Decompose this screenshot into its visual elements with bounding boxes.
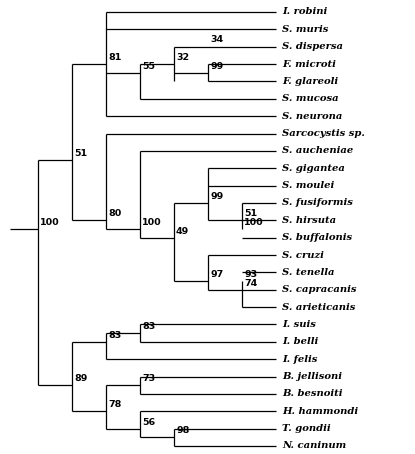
Text: N. caninum: N. caninum xyxy=(282,441,346,450)
Text: 51: 51 xyxy=(244,209,257,218)
Text: 93: 93 xyxy=(244,270,257,279)
Text: F. glareoli: F. glareoli xyxy=(282,77,338,86)
Text: 81: 81 xyxy=(108,53,121,62)
Text: 83: 83 xyxy=(142,322,155,331)
Text: S. moulei: S. moulei xyxy=(282,181,334,190)
Text: 89: 89 xyxy=(74,374,88,383)
Text: 100: 100 xyxy=(244,218,264,227)
Text: 56: 56 xyxy=(142,418,155,427)
Text: S. dispersa: S. dispersa xyxy=(282,42,343,51)
Text: I. belli: I. belli xyxy=(282,337,318,346)
Text: S. neurona: S. neurona xyxy=(282,112,342,121)
Text: Sarcocystis sp.: Sarcocystis sp. xyxy=(282,129,365,138)
Text: 97: 97 xyxy=(210,270,223,279)
Text: 83: 83 xyxy=(108,331,121,340)
Text: 73: 73 xyxy=(142,374,155,383)
Text: 34: 34 xyxy=(210,35,223,44)
Text: 100: 100 xyxy=(40,218,60,227)
Text: 80: 80 xyxy=(108,209,121,218)
Text: 32: 32 xyxy=(176,53,189,62)
Text: T. gondii: T. gondii xyxy=(282,424,331,433)
Text: 55: 55 xyxy=(142,62,155,71)
Text: 98: 98 xyxy=(176,426,189,435)
Text: S. fusiformis: S. fusiformis xyxy=(282,198,353,207)
Text: 51: 51 xyxy=(74,148,87,158)
Text: S. gigantea: S. gigantea xyxy=(282,164,345,173)
Text: S. cruzi: S. cruzi xyxy=(282,251,324,260)
Text: S. aucheniae: S. aucheniae xyxy=(282,146,353,155)
Text: S. muris: S. muris xyxy=(282,25,328,34)
Text: S. mucosa: S. mucosa xyxy=(282,94,339,104)
Text: F. microti: F. microti xyxy=(282,59,336,69)
Text: B. jellisoni: B. jellisoni xyxy=(282,372,342,381)
Text: I. suis: I. suis xyxy=(282,320,316,329)
Text: 99: 99 xyxy=(210,62,223,71)
Text: I. felis: I. felis xyxy=(282,355,317,364)
Text: B. besnoiti: B. besnoiti xyxy=(282,390,342,399)
Text: 49: 49 xyxy=(176,227,189,236)
Text: H. hammondi: H. hammondi xyxy=(282,407,358,416)
Text: 74: 74 xyxy=(244,279,257,288)
Text: I. robini: I. robini xyxy=(282,8,327,16)
Text: 99: 99 xyxy=(210,192,223,201)
Text: S. buffalonis: S. buffalonis xyxy=(282,233,352,242)
Text: S. arieticanis: S. arieticanis xyxy=(282,303,355,311)
Text: S. tenella: S. tenella xyxy=(282,268,334,277)
Text: S. hirsuta: S. hirsuta xyxy=(282,216,336,225)
Text: S. capracanis: S. capracanis xyxy=(282,285,356,294)
Text: 78: 78 xyxy=(108,400,121,409)
Text: 100: 100 xyxy=(142,218,161,227)
